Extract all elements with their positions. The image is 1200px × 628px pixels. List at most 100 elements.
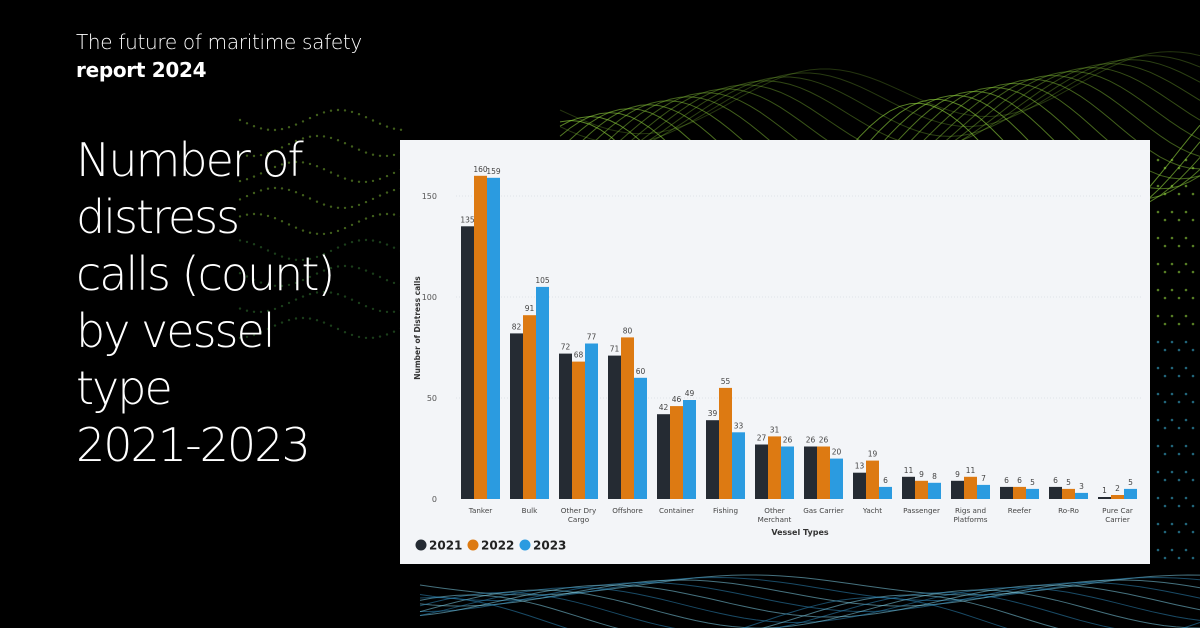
wave-dot [378,154,382,157]
headline-line: calls (count) [76,247,335,301]
data-label: 72 [561,343,571,352]
wave-dot [385,125,389,128]
data-label: 46 [672,395,682,404]
wave-dot [1184,392,1188,396]
wave-dot [280,284,284,288]
bar-2021 [461,226,474,500]
y-tick-labels: 0 50 100 150 [422,192,437,504]
legend-marker-2023 [519,539,531,551]
wave-dot [301,194,305,197]
wave-dot [301,137,305,140]
wave-dot [364,180,368,184]
wave-dot [364,217,368,220]
bar-2023 [1026,488,1039,499]
x-tick-label: Platforms [953,515,987,524]
wave-dot [259,330,263,334]
wave-dot [1184,496,1188,500]
wave-dot [1156,366,1160,370]
wave-dot [371,307,375,311]
wave-dot [343,142,347,145]
bar-2022 [523,315,536,499]
wave-dot [336,293,340,296]
wave-dot [252,125,256,128]
wave-dot [238,198,242,201]
wave-dot [343,226,347,230]
data-label: 49 [685,389,695,398]
wave-dot [1177,192,1181,196]
wave-dot [1177,348,1181,352]
bar-2021 [559,353,572,499]
wave-dot [1177,556,1181,560]
wave-dot [1184,340,1188,344]
wave-dot [252,243,256,246]
data-label: 31 [770,425,780,434]
wave-dot [301,120,305,123]
data-label: 6 [883,476,888,485]
chart-panel: 0 50 100 150 Number of Distress calls 135 160 1… [400,140,1150,564]
wave-dot [357,203,361,207]
wave-dot [315,272,319,275]
wave-dot [294,139,298,143]
wave-dot [322,321,326,324]
bar-2021 [657,414,670,499]
headline-line: distress [76,190,240,244]
wave-dot [1191,218,1195,222]
wave-dot [350,179,354,182]
wave-dot [294,258,298,261]
wave-dot [371,153,375,156]
y-tick-label: 100 [422,293,437,302]
wave-dot [350,265,354,268]
wave-dot [329,324,333,327]
wave-dot [336,327,340,331]
data-label: 60 [636,367,646,376]
wave-dot [1170,418,1174,422]
legend-label-2022: 2022 [481,539,514,553]
wave-dot [385,154,389,158]
wave-dot [1191,348,1195,352]
wave-dot [322,168,326,171]
data-label: 1 [1102,486,1107,495]
wave-dot [238,307,242,310]
wave-dot [273,307,277,311]
data-label: 7 [981,474,986,483]
wave-dot [308,292,312,296]
wave-dot [364,305,368,308]
wave-dot [280,146,284,149]
y-gridlines [456,195,1142,399]
x-tick-label: Passenger [903,506,940,515]
wave-dot [315,255,319,259]
wave-dot [1170,496,1174,500]
wave-dot [1177,218,1181,222]
wave-dot [245,178,249,181]
wave-dot [343,243,347,246]
wave-dot [329,249,333,253]
wave-dot [1156,210,1160,214]
wave-dots-right [1156,158,1195,560]
wave-dot [357,239,361,242]
wave-dot [1184,236,1188,240]
wave-dot [308,135,312,138]
wave-dot [1170,314,1174,318]
wave-dot [357,301,361,305]
wave-dot [1156,340,1160,344]
wave-dot [1184,184,1188,188]
wave-dot [1177,400,1181,404]
wave-dot [1191,244,1195,248]
wave-dot [1163,322,1167,326]
bar-2023 [732,432,745,499]
wave-dot [1156,236,1160,240]
y-tick-label: 50 [427,394,437,403]
wave-dot [1184,366,1188,370]
wave-dot [245,122,249,125]
wave-dot [322,290,326,294]
bar-2021 [608,355,621,499]
wave-dot [245,213,249,216]
data-label: 77 [587,333,597,342]
wave-dot [336,246,340,249]
wave-dot [266,214,270,218]
wave-dot [357,148,361,151]
bar-2023 [879,486,892,499]
wave-dot [1177,530,1181,534]
x-tick-label: Other Dry [561,506,597,515]
bar-2022 [915,480,928,499]
